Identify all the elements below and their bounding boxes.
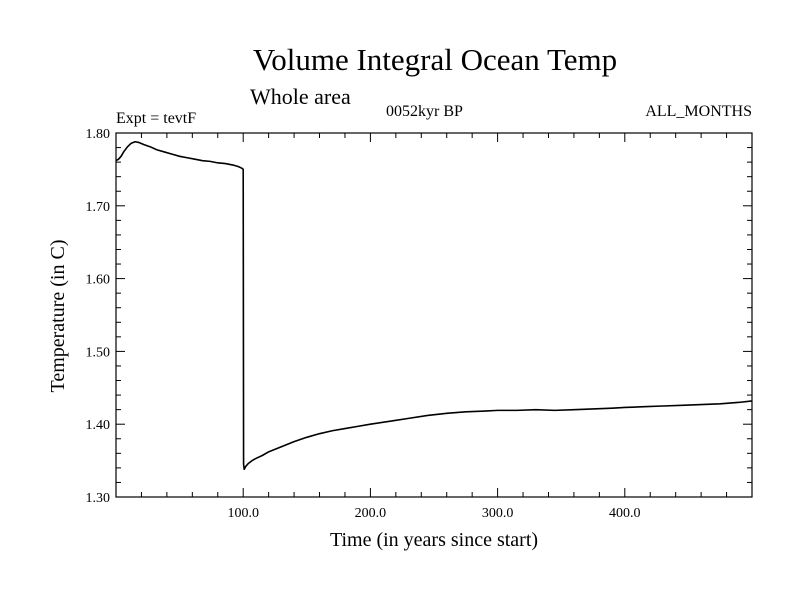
temperature-line: [115, 140, 753, 471]
period-label: 0052kyr BP: [386, 103, 463, 120]
chart-subtitle: Whole area: [250, 84, 351, 109]
months-label: ALL_MONTHS: [645, 103, 752, 120]
experiment-label: Expt = tevtF: [116, 110, 197, 127]
chart-title: Volume Integral Ocean Temp: [252, 42, 618, 77]
y-tick-label: 1.70: [86, 200, 111, 215]
x-tick-label: 200.0: [355, 506, 387, 521]
plot-frame: [115, 132, 753, 498]
y-tick-label: 1.40: [86, 418, 111, 433]
y-tick-label: 1.30: [86, 491, 111, 506]
x-axis-label: Time (in years since start): [329, 529, 539, 551]
y-tick-label: 1.50: [86, 345, 111, 360]
axis-tick-labels: 100.0 200.0 300.0 400.0 1.30 1.40 1.50 1.60 1.70…: [86, 127, 641, 521]
x-tick-label: 100.0: [227, 506, 259, 521]
x-tick-label: 400.0: [609, 506, 641, 521]
x-tick-label: 300.0: [482, 506, 514, 521]
y-tick-label: 1.60: [86, 273, 111, 288]
y-tick-label: 1.80: [86, 127, 111, 142]
axis-ticks: [116, 133, 752, 497]
